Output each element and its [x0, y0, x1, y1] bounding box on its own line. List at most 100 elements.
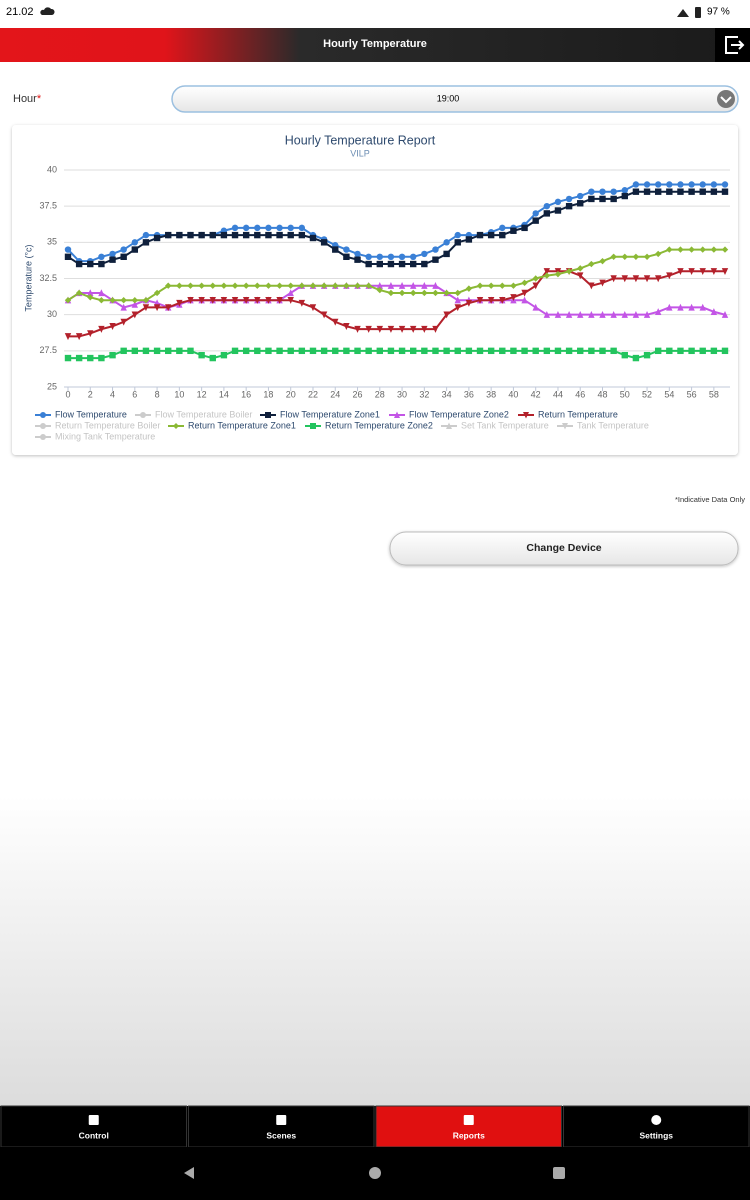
marker — [577, 265, 584, 272]
marker — [198, 282, 205, 289]
legend-label[interactable]: Return Temperature Boiler — [55, 420, 160, 430]
nav-item[interactable] — [375, 1105, 562, 1148]
legend-label[interactable]: Return Temperature — [538, 409, 618, 419]
marker — [320, 347, 328, 355]
marker — [287, 282, 294, 289]
legend-label[interactable]: Flow Temperature — [55, 409, 127, 419]
marker — [699, 246, 706, 253]
marker — [176, 347, 183, 355]
marker — [410, 260, 417, 268]
marker — [87, 289, 94, 297]
legend-label[interactable]: Tank Temperature — [577, 420, 649, 430]
marker — [187, 297, 194, 304]
back-button[interactable] — [184, 1167, 194, 1179]
marker — [309, 234, 317, 242]
marker — [499, 224, 506, 232]
marker — [98, 297, 105, 304]
marker — [510, 227, 517, 234]
marker — [398, 253, 406, 260]
marker — [87, 294, 94, 301]
recents-button[interactable] — [553, 1167, 565, 1179]
marker — [376, 325, 383, 333]
hour-label: Hour* — [13, 93, 42, 105]
marker — [699, 347, 706, 355]
hour-select[interactable] — [171, 85, 739, 113]
marker — [298, 347, 306, 355]
marker — [688, 347, 695, 355]
legend-label[interactable]: Flow Temperature Boiler — [155, 409, 252, 419]
marker — [632, 181, 640, 188]
y-tick-label: 35 — [47, 237, 57, 247]
marker — [588, 282, 595, 290]
marker — [721, 268, 729, 275]
marker — [332, 282, 339, 289]
legend-label[interactable]: Flow Temperature Zone1 — [280, 409, 380, 419]
marker — [521, 289, 528, 297]
x-tick-label: 28 — [375, 389, 385, 399]
marker — [98, 354, 105, 362]
legend-label[interactable]: Return Temperature Zone2 — [325, 420, 433, 430]
marker — [231, 282, 239, 289]
marker — [298, 282, 306, 289]
x-tick-label: 2 — [88, 389, 93, 399]
marker — [565, 202, 573, 210]
marker — [588, 188, 595, 195]
marker — [153, 234, 161, 242]
marker — [543, 310, 551, 318]
marker — [554, 310, 562, 318]
marker — [610, 188, 617, 195]
marker — [476, 231, 484, 239]
marker — [376, 282, 383, 289]
marker — [131, 300, 139, 308]
marker — [98, 260, 105, 268]
marker — [421, 282, 428, 289]
marker — [443, 239, 450, 246]
x-tick-label: 14 — [219, 389, 229, 399]
nav-item[interactable] — [563, 1105, 750, 1148]
marker — [109, 351, 116, 359]
y-tick-label: 30 — [47, 309, 57, 319]
marker — [588, 195, 595, 203]
nav-icon — [463, 1115, 474, 1125]
home-button[interactable] — [369, 1167, 381, 1179]
marker — [677, 188, 684, 195]
marker — [521, 224, 528, 232]
legend-label[interactable]: Set Tank Temperature — [461, 420, 549, 430]
marker — [666, 347, 673, 355]
marker — [432, 246, 439, 253]
marker — [454, 296, 461, 304]
nav-item[interactable] — [188, 1105, 375, 1148]
marker — [632, 188, 640, 195]
marker — [410, 325, 417, 333]
marker — [410, 347, 417, 355]
marker — [699, 268, 706, 275]
marker — [710, 188, 718, 195]
marker — [543, 347, 551, 355]
marker — [142, 347, 150, 355]
marker — [677, 246, 684, 253]
marker — [577, 347, 584, 355]
marker — [432, 325, 439, 333]
legend-marker — [394, 411, 400, 418]
marker — [64, 253, 72, 260]
marker — [666, 246, 673, 253]
x-tick-label: 50 — [620, 389, 630, 399]
marker — [532, 217, 539, 224]
marker — [577, 192, 584, 200]
logout-icon — [725, 36, 745, 54]
marker — [643, 275, 651, 283]
legend-label[interactable]: Mixing Tank Temperature — [55, 431, 155, 441]
marker — [677, 268, 684, 275]
marker — [209, 354, 216, 362]
nav-item[interactable] — [0, 1105, 187, 1148]
marker — [465, 285, 473, 292]
marker — [276, 297, 283, 304]
change-device-button[interactable] — [389, 531, 739, 566]
marker — [610, 253, 617, 260]
legend-label[interactable]: Return Temperature Zone1 — [188, 420, 296, 430]
legend-label[interactable]: Flow Temperature Zone2 — [409, 409, 509, 419]
marker — [699, 188, 706, 195]
marker — [621, 351, 628, 359]
marker — [532, 347, 539, 355]
marker — [621, 275, 628, 283]
